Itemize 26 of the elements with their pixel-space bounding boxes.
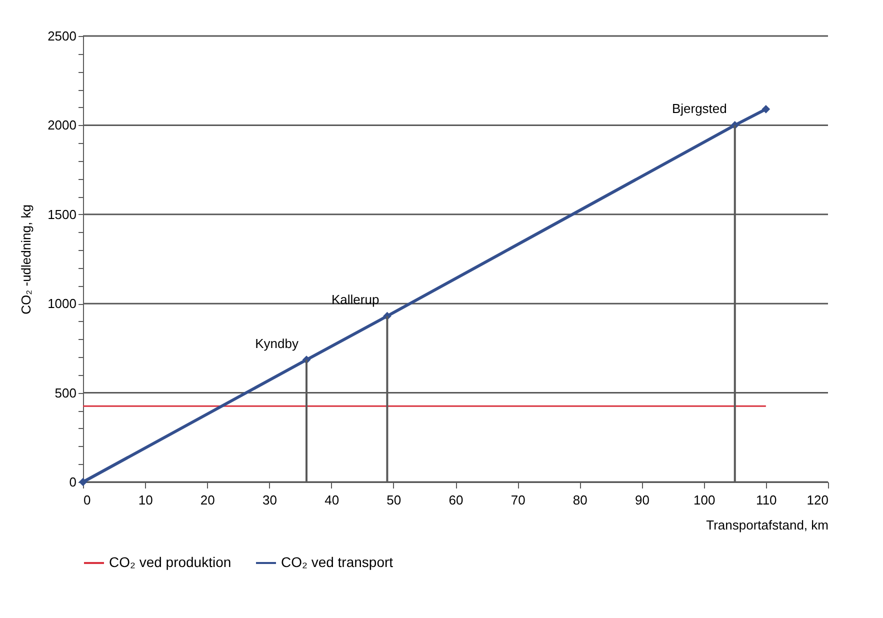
x-tick-label: 80	[572, 492, 588, 508]
annotation: Bjergsted	[672, 101, 727, 116]
x-axis-title: Transportafstand, km	[706, 518, 828, 532]
y-tick-label: 0	[69, 474, 76, 490]
annotation: Kyndby	[255, 336, 299, 351]
x-tick-label: 30	[262, 492, 277, 508]
y-tick-label: 1000	[48, 296, 76, 312]
x-tick-label: 40	[324, 492, 340, 508]
x-tick-label: 100	[693, 492, 716, 508]
x-tick-label: 60	[448, 492, 464, 508]
y-tick-label: 2000	[48, 118, 76, 133]
x-tick-label: 70	[510, 492, 526, 508]
x-tick-label: 110	[756, 492, 777, 508]
point	[762, 104, 770, 114]
x-tick-label: 90	[635, 492, 650, 508]
y-tick-label: 1500	[48, 206, 76, 222]
x-tick-label: 0	[84, 492, 91, 508]
y-tick-label: 2500	[48, 28, 76, 44]
legend-label: CO₂ ved produktion	[109, 554, 232, 570]
x-tick-label: 10	[138, 492, 153, 508]
y-tick-label: 500	[54, 385, 76, 400]
legend-label: CO₂ ved transport	[281, 554, 394, 570]
x-tick-label: 120	[806, 492, 828, 508]
x-tick-label: 20	[200, 492, 215, 508]
x-tick-label: 50	[386, 492, 402, 508]
y-axis-title: CO₂ -udledning, kg	[18, 204, 34, 314]
